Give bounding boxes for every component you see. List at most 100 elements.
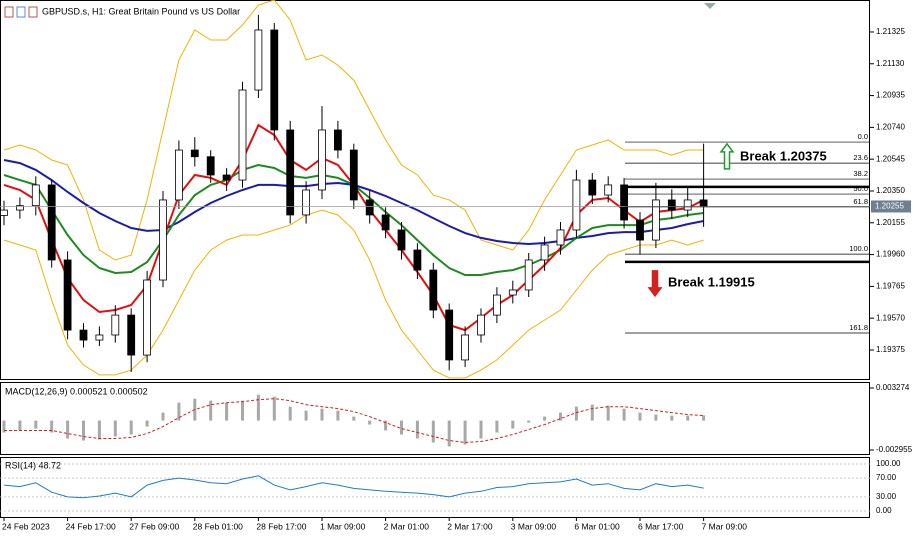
rsi-title: RSI(14) 48.72 xyxy=(5,460,61,470)
macd-bar xyxy=(272,396,276,421)
macd-bar xyxy=(622,408,626,421)
fib-level-label: 100.0 xyxy=(849,244,868,253)
current-price-label: 1.20255 xyxy=(875,202,904,211)
x-tick-label: 1 Mar 09:00 xyxy=(320,521,366,531)
candle-body xyxy=(699,199,708,207)
break-arrow xyxy=(647,270,663,298)
candle-body xyxy=(111,314,120,336)
main-panel-frame xyxy=(0,0,870,380)
macd-bar xyxy=(145,420,149,427)
candle-body xyxy=(413,249,422,271)
candle-body xyxy=(47,184,56,261)
y-tick-label: -0.002955 xyxy=(876,445,913,454)
y-tick-label: 1.20155 xyxy=(876,218,905,227)
macd-bar xyxy=(686,415,690,421)
macd-bar xyxy=(368,420,372,425)
candle-body xyxy=(349,149,358,201)
macd-bar xyxy=(304,410,308,421)
header-icon xyxy=(4,6,14,18)
candle-body xyxy=(333,129,342,151)
macd-title: MACD(12,26,9) 0.000521 0.000502 xyxy=(5,386,148,396)
macd-bar xyxy=(384,420,388,431)
macd-bar xyxy=(431,420,435,443)
macd-bar xyxy=(2,420,6,433)
break-label: Break 1.20375 xyxy=(740,148,827,163)
candle-body xyxy=(524,259,533,291)
fib-level-label: 50.0 xyxy=(853,184,868,193)
y-tick-label: 1.19960 xyxy=(876,250,905,259)
candle-body xyxy=(222,174,231,181)
candle-body xyxy=(15,205,24,211)
x-tick-label: 28 Feb 01:00 xyxy=(193,521,243,531)
indicator-line xyxy=(3,0,704,261)
y-tick-label: 1.20935 xyxy=(876,91,905,100)
x-tick-label: 6 Mar 17:00 xyxy=(638,521,684,531)
macd-bar xyxy=(527,420,531,423)
candle-body xyxy=(270,29,279,131)
macd-bar xyxy=(352,416,356,421)
candle-body xyxy=(238,89,247,181)
macd-bar xyxy=(479,420,483,439)
macd-bar xyxy=(320,408,324,421)
macd-signal xyxy=(4,398,704,444)
chart-title: GBPUSD.s, H1: Great Britain Pound vs US … xyxy=(42,6,240,16)
macd-bar xyxy=(638,412,642,421)
candle-body xyxy=(588,179,597,196)
y-tick-label: 30.00 xyxy=(876,492,897,501)
candle-body xyxy=(477,314,485,336)
candle-body xyxy=(365,199,374,216)
break-label: Break 1.19915 xyxy=(668,274,755,289)
candle-body xyxy=(429,269,438,311)
candle-body xyxy=(445,309,454,361)
macd-bar xyxy=(113,420,117,437)
macd-bar xyxy=(66,420,70,439)
macd-bar xyxy=(241,400,244,421)
break-arrow xyxy=(719,142,735,170)
candle-body xyxy=(508,289,517,296)
fib-level-label: 38.2 xyxy=(853,169,868,178)
macd-bar xyxy=(129,420,133,435)
candle-body xyxy=(254,29,263,91)
macd-bar xyxy=(256,394,260,421)
macd-bar xyxy=(495,420,499,433)
macd-bar xyxy=(606,405,610,421)
macd-bar xyxy=(400,420,403,435)
y-tick-label: 1.19765 xyxy=(876,281,905,290)
candle-body xyxy=(79,329,88,341)
x-tick-label: 24 Feb 17:00 xyxy=(66,521,116,531)
macd-bar xyxy=(590,404,594,421)
rsi-panel-frame xyxy=(0,457,870,518)
macd-bar xyxy=(511,420,515,429)
rsi-line xyxy=(3,475,704,499)
candle-body xyxy=(190,149,199,158)
macd-bar xyxy=(336,410,340,421)
y-tick-label: 100.00 xyxy=(876,459,901,468)
candle-body xyxy=(31,184,40,207)
macd-bar xyxy=(574,406,578,421)
candle-body xyxy=(652,199,660,241)
y-tick-label: 0.00 xyxy=(876,506,892,515)
header-icon xyxy=(28,6,38,18)
current-price-box xyxy=(871,200,911,213)
candle-body xyxy=(572,179,581,231)
x-tick-label: 24 Feb 2023 xyxy=(2,521,50,531)
x-tick-label: 2 Mar 17:00 xyxy=(447,521,493,531)
y-tick-label: 0.003274 xyxy=(876,383,910,392)
fib-level-label: 23.6 xyxy=(853,153,868,162)
macd-bar xyxy=(559,412,562,421)
x-tick-label: 27 Feb 09:00 xyxy=(129,521,179,531)
macd-bar xyxy=(543,416,547,421)
candle-body xyxy=(667,199,676,211)
candle-body xyxy=(0,209,8,216)
candle-body xyxy=(127,314,136,356)
candle-body xyxy=(63,259,72,331)
macd-bar xyxy=(447,420,451,447)
candle-body xyxy=(159,199,167,281)
candle-body xyxy=(95,334,104,341)
candle-body xyxy=(381,214,390,231)
macd-bar xyxy=(82,420,85,441)
y-tick-label: 70.00 xyxy=(876,473,897,482)
candle-body xyxy=(492,294,501,316)
candle-body xyxy=(302,189,311,216)
